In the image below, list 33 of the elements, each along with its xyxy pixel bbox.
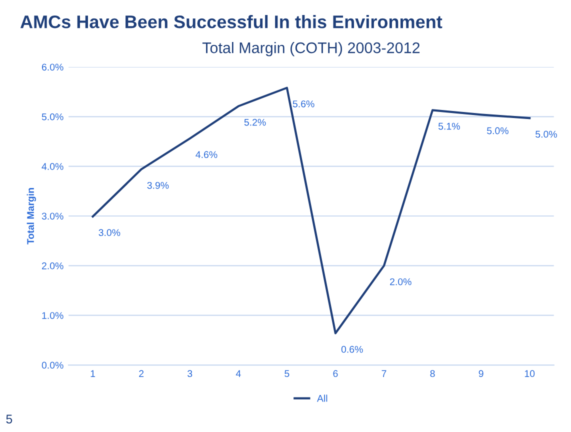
data-label: 5.0% (536, 130, 557, 138)
y-tick-label: 1.0% (42, 312, 64, 319)
x-tick-label: 3 (188, 370, 192, 378)
data-label: 3.9% (147, 182, 169, 189)
data-label: 5.0% (487, 127, 508, 134)
chart-subtitle: Total Margin (COTH) 2003-2012 (202, 42, 420, 56)
y-tick-label: 4.0% (42, 163, 64, 170)
data-label: 5.2% (244, 118, 266, 126)
y-tick-label: 5.0% (42, 113, 64, 120)
y-tick-label: 6.0% (42, 64, 64, 71)
x-tick-label: 6 (333, 370, 338, 378)
line-series (92, 86, 531, 334)
x-tick-label: 7 (382, 370, 386, 377)
y-tick-label: 0.0% (42, 362, 64, 369)
data-label: 4.6% (196, 151, 218, 158)
text: 5 (6, 414, 12, 424)
data-label: 3.0% (98, 229, 120, 236)
x-tick-label: 1 (90, 370, 96, 377)
data-label: 5.1% (438, 122, 460, 130)
x-tick-label: 5 (284, 370, 290, 378)
x-tick-label: 10 (524, 370, 535, 378)
legend-label: All (316, 394, 328, 402)
chart-title: AMCs Have Been Successful In this Environment (20, 14, 442, 28)
y-axis-title: Total Margin (26, 188, 36, 244)
x-tick-label: 8 (430, 370, 435, 378)
data-label: 2.0% (390, 278, 412, 286)
y-tick-label: 2.0% (42, 262, 64, 270)
data-label: 5.6% (292, 100, 314, 108)
y-tick-label: 3.0% (42, 212, 64, 220)
x-tick-label: 9 (478, 370, 484, 378)
data-label: 0.6% (341, 346, 363, 353)
x-tick-label: 4 (236, 370, 241, 377)
x-tick-label: 2 (139, 370, 144, 377)
